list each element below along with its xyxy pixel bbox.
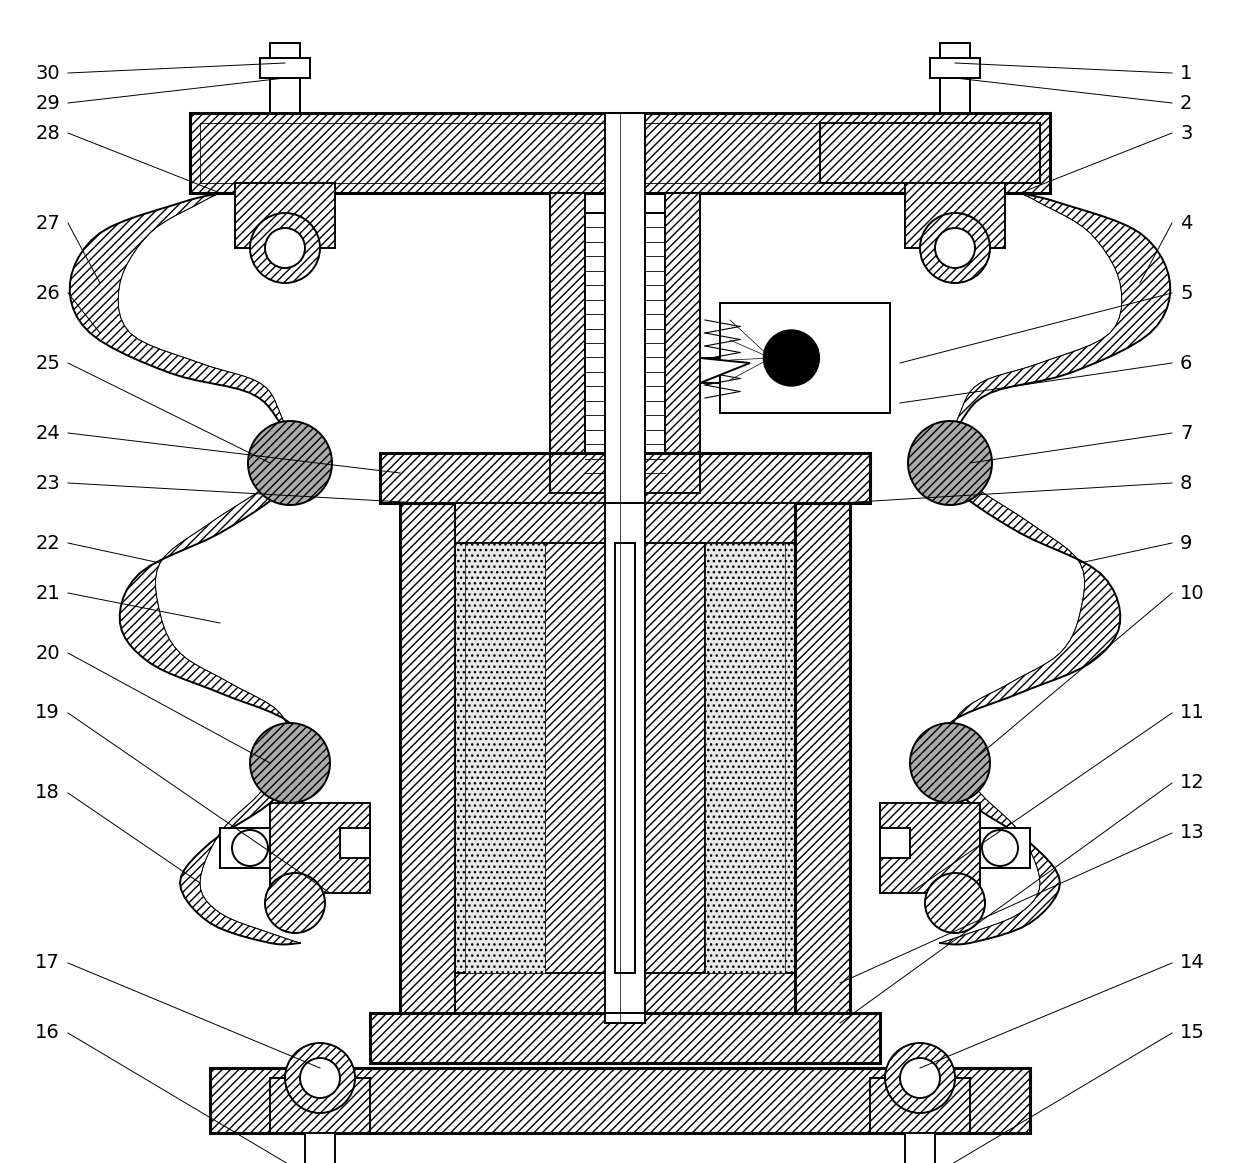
Text: 25: 25 [35,354,60,372]
Text: 9: 9 [1180,534,1193,552]
Bar [370,1013,880,1063]
Circle shape [285,1043,355,1113]
Bar [401,473,455,1063]
Text: 29: 29 [35,93,60,113]
Bar [930,58,980,78]
Bar [720,304,890,413]
Bar [270,1078,370,1133]
Bar [236,183,335,248]
Bar [880,802,980,893]
Text: 18: 18 [35,784,60,802]
Bar [585,213,665,473]
Text: 2: 2 [1180,93,1193,113]
Bar [455,504,546,1013]
Text: 19: 19 [35,704,60,722]
Text: 12: 12 [1180,773,1205,792]
Text: 7: 7 [1180,423,1193,442]
Text: 13: 13 [1180,823,1205,842]
Bar [551,193,701,493]
Polygon shape [69,193,301,944]
Text: 23: 23 [35,473,60,492]
Text: 8: 8 [1180,473,1193,492]
Circle shape [910,723,990,802]
Text: 16: 16 [35,1023,60,1042]
Polygon shape [939,193,1171,944]
Text: 21: 21 [35,584,60,602]
Bar [905,1133,935,1163]
Bar [880,828,910,858]
Text: 4: 4 [1180,214,1193,233]
Circle shape [908,421,992,505]
Text: 27: 27 [35,214,60,233]
Bar [795,473,849,1063]
Bar [379,454,870,504]
Bar [305,1133,335,1163]
Text: 5: 5 [1180,284,1193,302]
Bar [940,78,970,113]
Bar [701,358,720,383]
Circle shape [265,228,305,267]
Bar [605,113,645,1023]
Bar [706,504,795,1013]
Circle shape [900,1058,940,1098]
Text: 1: 1 [1180,64,1193,83]
Circle shape [248,421,332,505]
Bar [200,123,1040,183]
Bar [820,123,1040,183]
Bar [551,193,585,493]
Bar [340,828,370,858]
Bar [455,973,795,1013]
Polygon shape [701,358,750,383]
Bar [615,543,635,973]
Bar [270,43,300,58]
Text: 30: 30 [36,64,60,83]
Text: 10: 10 [1180,584,1204,602]
Circle shape [300,1058,340,1098]
Text: 26: 26 [35,284,60,302]
Bar [940,43,970,58]
Bar [270,78,300,113]
Bar [665,193,701,493]
Text: 22: 22 [35,534,60,552]
Text: 15: 15 [1180,1023,1205,1042]
Bar [635,543,706,973]
Bar [905,183,1004,248]
Bar [270,802,370,893]
Bar [870,1078,970,1133]
Text: 24: 24 [35,423,60,442]
Bar [465,543,546,973]
Circle shape [920,213,990,283]
Text: 14: 14 [1180,954,1205,972]
Bar [546,543,615,973]
Bar [219,828,270,868]
Bar [455,504,795,543]
Bar [615,973,635,1013]
Circle shape [982,830,1018,866]
Bar [615,543,635,973]
Circle shape [265,873,325,933]
Bar [260,58,310,78]
Text: 28: 28 [35,123,60,143]
Circle shape [250,723,330,802]
Bar [455,504,795,1013]
Circle shape [885,1043,955,1113]
Text: 20: 20 [36,643,60,663]
Circle shape [764,330,820,386]
Text: 17: 17 [35,954,60,972]
Bar [210,1068,1030,1133]
Text: 11: 11 [1180,704,1205,722]
Circle shape [925,873,985,933]
Text: 3: 3 [1180,123,1193,143]
Bar [190,113,1050,193]
Circle shape [232,830,268,866]
Bar [706,543,785,973]
Bar [980,828,1030,868]
Text: 6: 6 [1180,354,1193,372]
Circle shape [935,228,975,267]
Circle shape [250,213,320,283]
